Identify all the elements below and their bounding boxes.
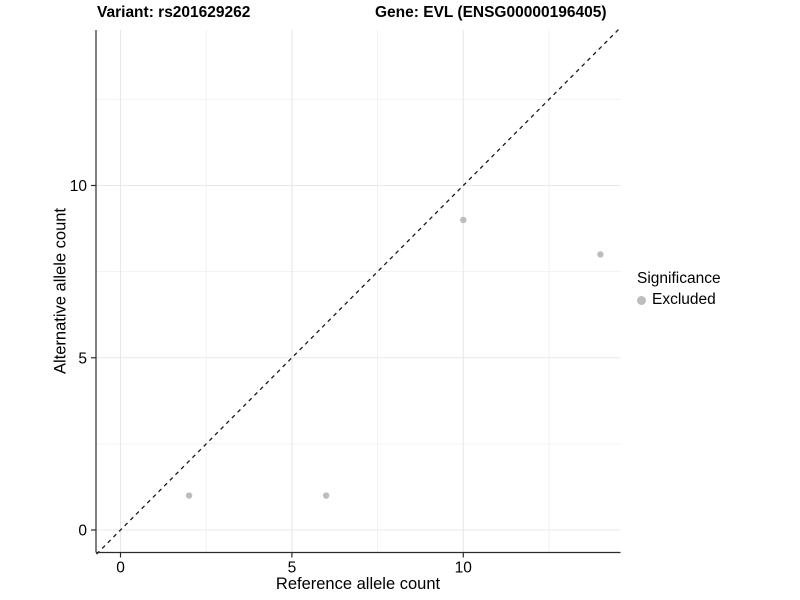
- x-tick-label: 10: [455, 560, 473, 577]
- legend-title: Significance: [637, 270, 721, 287]
- x-tick-label: 5: [288, 560, 297, 577]
- data-point: [460, 216, 467, 224]
- y-tick-label: 10: [70, 178, 88, 195]
- data-point: [322, 492, 330, 499]
- legend-item-excluded: Excluded: [637, 291, 721, 309]
- legend: Significance Excluded: [637, 270, 721, 309]
- legend-item-label: Excluded: [652, 291, 716, 308]
- x-tick-label: 0: [116, 560, 125, 577]
- variant-title: Variant: rs201629262: [97, 4, 251, 21]
- y-axis-title: Alternative allele count: [51, 207, 70, 375]
- identity-dashed-line: [96, 26, 622, 555]
- x-axis-title: Reference allele count: [275, 575, 441, 593]
- y-tick-label: 0: [78, 523, 87, 540]
- data-point: [185, 492, 193, 499]
- data-point: [597, 251, 604, 258]
- y-tick-label: 5: [78, 350, 87, 367]
- gene-title: Gene: EVL (ENSG00000196405): [375, 4, 607, 21]
- legend-point-swatch: [637, 295, 646, 305]
